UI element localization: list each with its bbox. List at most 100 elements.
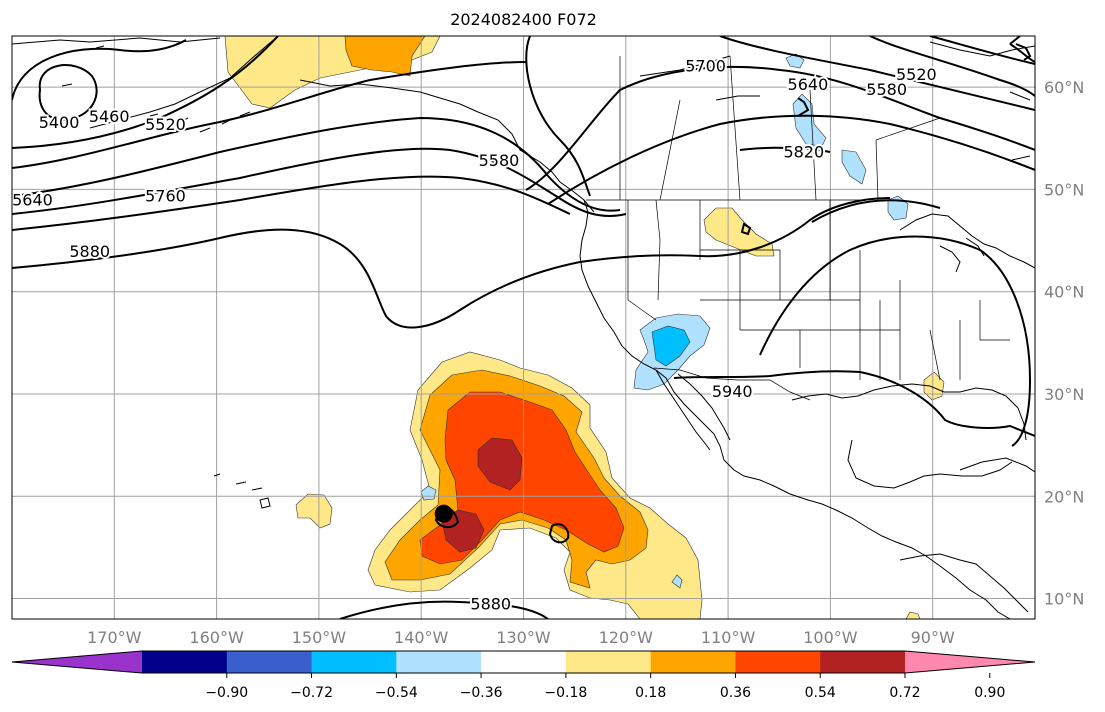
- colorbar-segment: [396, 651, 482, 673]
- longitude-label: 140°W: [394, 628, 449, 647]
- colorbar-tick-label: 0.36: [720, 685, 751, 701]
- height-contour: [339, 600, 549, 619]
- height-contour: [12, 116, 621, 212]
- longitude-label: 100°W: [803, 628, 858, 647]
- contour-label: 5880: [470, 595, 511, 614]
- positive-anomaly-region: [295, 493, 333, 529]
- longitude-label: 170°W: [87, 628, 142, 647]
- longitude-label: 90°W: [911, 628, 955, 647]
- height-contour: [719, 36, 1035, 111]
- height-contour: [12, 39, 187, 101]
- coastline-gulf: [791, 383, 1027, 489]
- contour-label: 5700: [685, 57, 726, 76]
- height-contour: [38, 64, 98, 122]
- colorbar-outline: [11, 650, 1036, 674]
- coastline-hawaii: [213, 473, 271, 509]
- coastline-alaska: [12, 36, 595, 213]
- negative-anomaly-region: [671, 574, 683, 589]
- positive-anomaly-region: [344, 36, 426, 77]
- colorbar-segment: [735, 651, 821, 673]
- latitude-labels: 60°N 50°N 40°N 30°N 20°N 10°N: [1044, 78, 1084, 608]
- latitude-label: 40°N: [1044, 283, 1084, 302]
- latitude-label: 10°N: [1044, 590, 1084, 609]
- height-contour: [759, 235, 1032, 447]
- colorbar-segment: [226, 651, 313, 673]
- coastlines: [12, 36, 1035, 619]
- shaded-anomaly-field: [224, 36, 945, 619]
- coastline-cuba: [959, 457, 1035, 473]
- height-contour: [547, 114, 1035, 205]
- contour-label: 5760: [145, 187, 186, 206]
- longitude-label: 110°W: [701, 628, 756, 647]
- colorbar-tick-label: 0.54: [805, 685, 836, 701]
- state-lines: [627, 199, 1010, 381]
- contour-label: 5520: [145, 115, 186, 134]
- colorbar-tick-label: 0.72: [889, 685, 920, 701]
- height-contour: [1015, 43, 1032, 61]
- height-contour: [929, 36, 1035, 65]
- positive-anomaly-region: [441, 509, 485, 553]
- height-contour: [548, 523, 570, 544]
- positive-anomaly-region: [703, 207, 775, 257]
- coastline-aleutians: [61, 45, 251, 133]
- latitude-label: 50°N: [1044, 180, 1084, 199]
- height-contour: [739, 146, 831, 153]
- height-contour: [811, 199, 941, 223]
- longitude-label: 160°W: [189, 628, 244, 647]
- storm-center-marker: [434, 504, 453, 523]
- negative-anomaly-region: [792, 93, 827, 147]
- height-contour: [12, 36, 279, 149]
- longitude-labels: 170°W 160°W 150°W 140°W 130°W 120°W 110°W 100°W…: [87, 628, 955, 647]
- province-lines: [619, 55, 941, 201]
- positive-anomaly-region: [905, 611, 921, 619]
- colorbar-tick-label: 0.90: [974, 685, 1005, 701]
- height-contour: [12, 61, 527, 169]
- colorbar-tick-label: −0.72: [290, 685, 333, 701]
- latitude-label: 60°N: [1044, 78, 1084, 97]
- height-contour: [12, 197, 891, 329]
- height-contour: [12, 175, 571, 231]
- negative-anomaly-region: [841, 149, 867, 185]
- map-title: 2024082400 F072: [450, 10, 597, 29]
- colorbar-tick-label: −0.90: [205, 685, 248, 701]
- contour-label: 5400: [39, 113, 80, 132]
- colorbar-segment: [650, 651, 736, 673]
- contour-label: 5580: [479, 151, 520, 170]
- height-contours: [12, 36, 1035, 619]
- coastline-canada: [639, 41, 1035, 161]
- border-us-mexico: [653, 367, 811, 401]
- height-contour: [673, 370, 1035, 437]
- contour-label: 5520: [896, 65, 937, 84]
- height-contour: [797, 97, 810, 117]
- coastline-west-us: [579, 199, 1011, 619]
- coastline-central-america: [899, 553, 1029, 613]
- colorbar-extend-min: [12, 651, 142, 673]
- contour-label: 5820: [783, 143, 824, 162]
- colorbar-segment: [820, 651, 906, 673]
- colorbar-segment: [142, 651, 228, 673]
- height-contour: [740, 222, 752, 236]
- coastline-baja: [655, 369, 731, 451]
- gridlines: [12, 36, 1035, 619]
- longitude-label: 120°W: [599, 628, 654, 647]
- negative-anomaly-region: [651, 325, 691, 367]
- contour-label: 5580: [866, 80, 907, 99]
- contour-label: 5940: [712, 382, 753, 401]
- colorbar-tick-label: 0.18: [635, 685, 666, 701]
- colorbar-segment: [565, 651, 652, 673]
- contour-label: 5880: [69, 242, 110, 261]
- contour-label: 5460: [89, 107, 130, 126]
- positive-anomaly-region: [923, 371, 945, 401]
- colorbar: −0.90 −0.72 −0.54 −0.36 −0.18 0.18 0.36 0.54 0.7…: [11, 650, 1036, 701]
- political-borders: [586, 55, 1010, 401]
- height-contour: [525, 65, 1035, 191]
- coastline-northeast: [899, 213, 1035, 273]
- colorbar-tick-label: −0.36: [460, 685, 503, 701]
- colorbar-segment: [311, 651, 397, 673]
- colorbar-tick-label: −0.54: [375, 685, 418, 701]
- contour-label: 5640: [788, 75, 829, 94]
- height-contour: [525, 36, 591, 197]
